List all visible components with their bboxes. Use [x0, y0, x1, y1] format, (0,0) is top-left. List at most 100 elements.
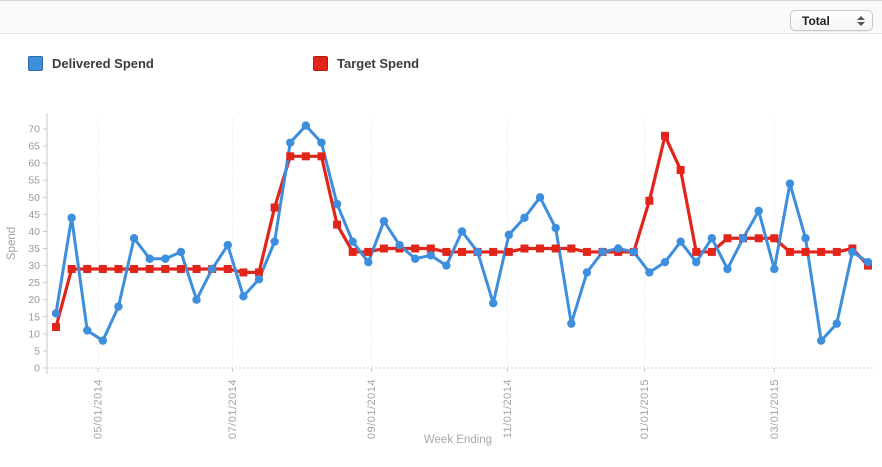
delivered-spend-point[interactable]: [707, 234, 717, 243]
delivered-spend-point[interactable]: [129, 234, 139, 243]
target-spend-point[interactable]: [785, 247, 794, 256]
delivered-spend-point[interactable]: [754, 206, 763, 216]
delivered-spend-point[interactable]: [301, 121, 311, 130]
target-spend-point[interactable]: [348, 247, 357, 256]
target-spend-point[interactable]: [536, 244, 545, 253]
target-spend-point[interactable]: [832, 247, 841, 256]
delivered-spend-point[interactable]: [863, 257, 873, 267]
target-spend-point[interactable]: [770, 234, 779, 243]
target-spend-point[interactable]: [692, 247, 701, 256]
target-spend-point[interactable]: [661, 131, 669, 140]
delivered-spend-point[interactable]: [504, 230, 514, 240]
delivered-spend-point[interactable]: [114, 302, 123, 311]
delivered-spend-point[interactable]: [598, 247, 607, 257]
delivered-spend-point[interactable]: [457, 227, 467, 236]
delivered-spend-point[interactable]: [317, 138, 326, 147]
target-spend-point[interactable]: [426, 244, 435, 253]
target-spend-point[interactable]: [582, 247, 591, 256]
legend-item-target-spend[interactable]: Target Spend: [313, 56, 419, 71]
delivered-spend-point[interactable]: [723, 264, 732, 274]
delivered-spend-point[interactable]: [473, 247, 482, 257]
delivered-spend-point[interactable]: [613, 244, 623, 253]
target-spend-point[interactable]: [52, 323, 60, 332]
target-spend-point[interactable]: [489, 247, 498, 256]
delivered-spend-point[interactable]: [67, 213, 76, 222]
target-spend-point[interactable]: [723, 234, 732, 243]
target-spend-point[interactable]: [176, 264, 185, 273]
delivered-spend-point[interactable]: [567, 319, 576, 328]
target-spend-point[interactable]: [286, 152, 295, 161]
target-spend-point[interactable]: [83, 264, 92, 273]
delivered-spend-point[interactable]: [442, 261, 451, 270]
delivered-spend-point[interactable]: [286, 138, 295, 147]
delivered-spend-point[interactable]: [551, 223, 560, 233]
delivered-spend-point[interactable]: [692, 257, 701, 267]
delivered-spend-point[interactable]: [738, 234, 748, 243]
target-spend-point[interactable]: [676, 165, 685, 174]
delivered-spend-point[interactable]: [660, 257, 670, 267]
delivered-spend-point[interactable]: [770, 264, 779, 274]
delivered-spend-point[interactable]: [395, 240, 404, 250]
delivered-spend-point[interactable]: [98, 336, 108, 345]
delivered-spend-point[interactable]: [364, 257, 373, 267]
target-spend-point[interactable]: [379, 244, 388, 253]
delivered-spend-point[interactable]: [379, 216, 389, 226]
total-select[interactable]: Total: [790, 10, 873, 31]
delivered-spend-point[interactable]: [785, 179, 795, 188]
target-spend-point[interactable]: [520, 244, 529, 253]
target-spend-point[interactable]: [301, 152, 310, 161]
delivered-spend-point[interactable]: [348, 237, 357, 246]
delivered-spend-point[interactable]: [223, 240, 232, 250]
delivered-spend-point[interactable]: [161, 254, 170, 263]
target-spend-point[interactable]: [504, 247, 513, 256]
target-spend-point[interactable]: [411, 244, 420, 253]
delivered-spend-point[interactable]: [848, 247, 857, 257]
target-spend-point[interactable]: [270, 203, 279, 212]
target-spend-point[interactable]: [567, 244, 576, 253]
delivered-spend-point[interactable]: [51, 309, 61, 318]
delivered-spend-point[interactable]: [207, 264, 217, 274]
delivered-spend-point[interactable]: [426, 251, 435, 260]
delivered-spend-point[interactable]: [254, 275, 264, 284]
target-spend-point[interactable]: [551, 244, 560, 253]
delivered-spend-point[interactable]: [489, 298, 498, 308]
target-spend-point[interactable]: [333, 220, 342, 229]
delivered-spend-point[interactable]: [535, 193, 545, 202]
target-spend-point[interactable]: [98, 264, 107, 273]
delivered-spend-point[interactable]: [192, 295, 201, 304]
delivered-spend-point[interactable]: [520, 213, 529, 222]
legend-item-delivered-spend[interactable]: Delivered Spend: [28, 56, 154, 71]
delivered-spend-point[interactable]: [676, 237, 685, 246]
target-spend-point[interactable]: [67, 264, 76, 273]
target-spend-point[interactable]: [192, 264, 201, 273]
delivered-spend-point[interactable]: [582, 268, 592, 277]
delivered-spend-point[interactable]: [83, 326, 92, 335]
target-spend-point[interactable]: [223, 264, 232, 273]
target-spend-point[interactable]: [754, 234, 763, 243]
delivered-spend-point[interactable]: [270, 237, 279, 246]
delivered-spend-point[interactable]: [239, 292, 248, 301]
target-spend-point[interactable]: [645, 196, 654, 205]
target-spend-point[interactable]: [801, 247, 810, 256]
target-spend-point[interactable]: [255, 268, 263, 277]
target-spend-point[interactable]: [442, 247, 451, 256]
target-spend-point[interactable]: [364, 247, 373, 256]
target-spend-point[interactable]: [114, 264, 123, 273]
target-spend-point[interactable]: [239, 268, 248, 277]
delivered-spend-point[interactable]: [801, 234, 810, 243]
target-spend-point[interactable]: [317, 152, 326, 161]
delivered-spend-point[interactable]: [645, 268, 654, 277]
delivered-spend-point[interactable]: [145, 254, 154, 263]
target-spend-point[interactable]: [458, 247, 466, 256]
target-spend-point[interactable]: [817, 247, 826, 256]
target-spend-point[interactable]: [145, 264, 154, 273]
delivered-spend-point[interactable]: [629, 247, 638, 257]
target-spend-point[interactable]: [707, 247, 716, 256]
target-spend-point[interactable]: [130, 264, 139, 273]
delivered-spend-point[interactable]: [410, 254, 420, 263]
delivered-spend-point[interactable]: [176, 247, 186, 257]
target-spend-point[interactable]: [161, 264, 170, 273]
delivered-spend-point[interactable]: [832, 319, 841, 328]
delivered-spend-point[interactable]: [332, 199, 342, 209]
delivered-spend-point[interactable]: [816, 336, 826, 345]
